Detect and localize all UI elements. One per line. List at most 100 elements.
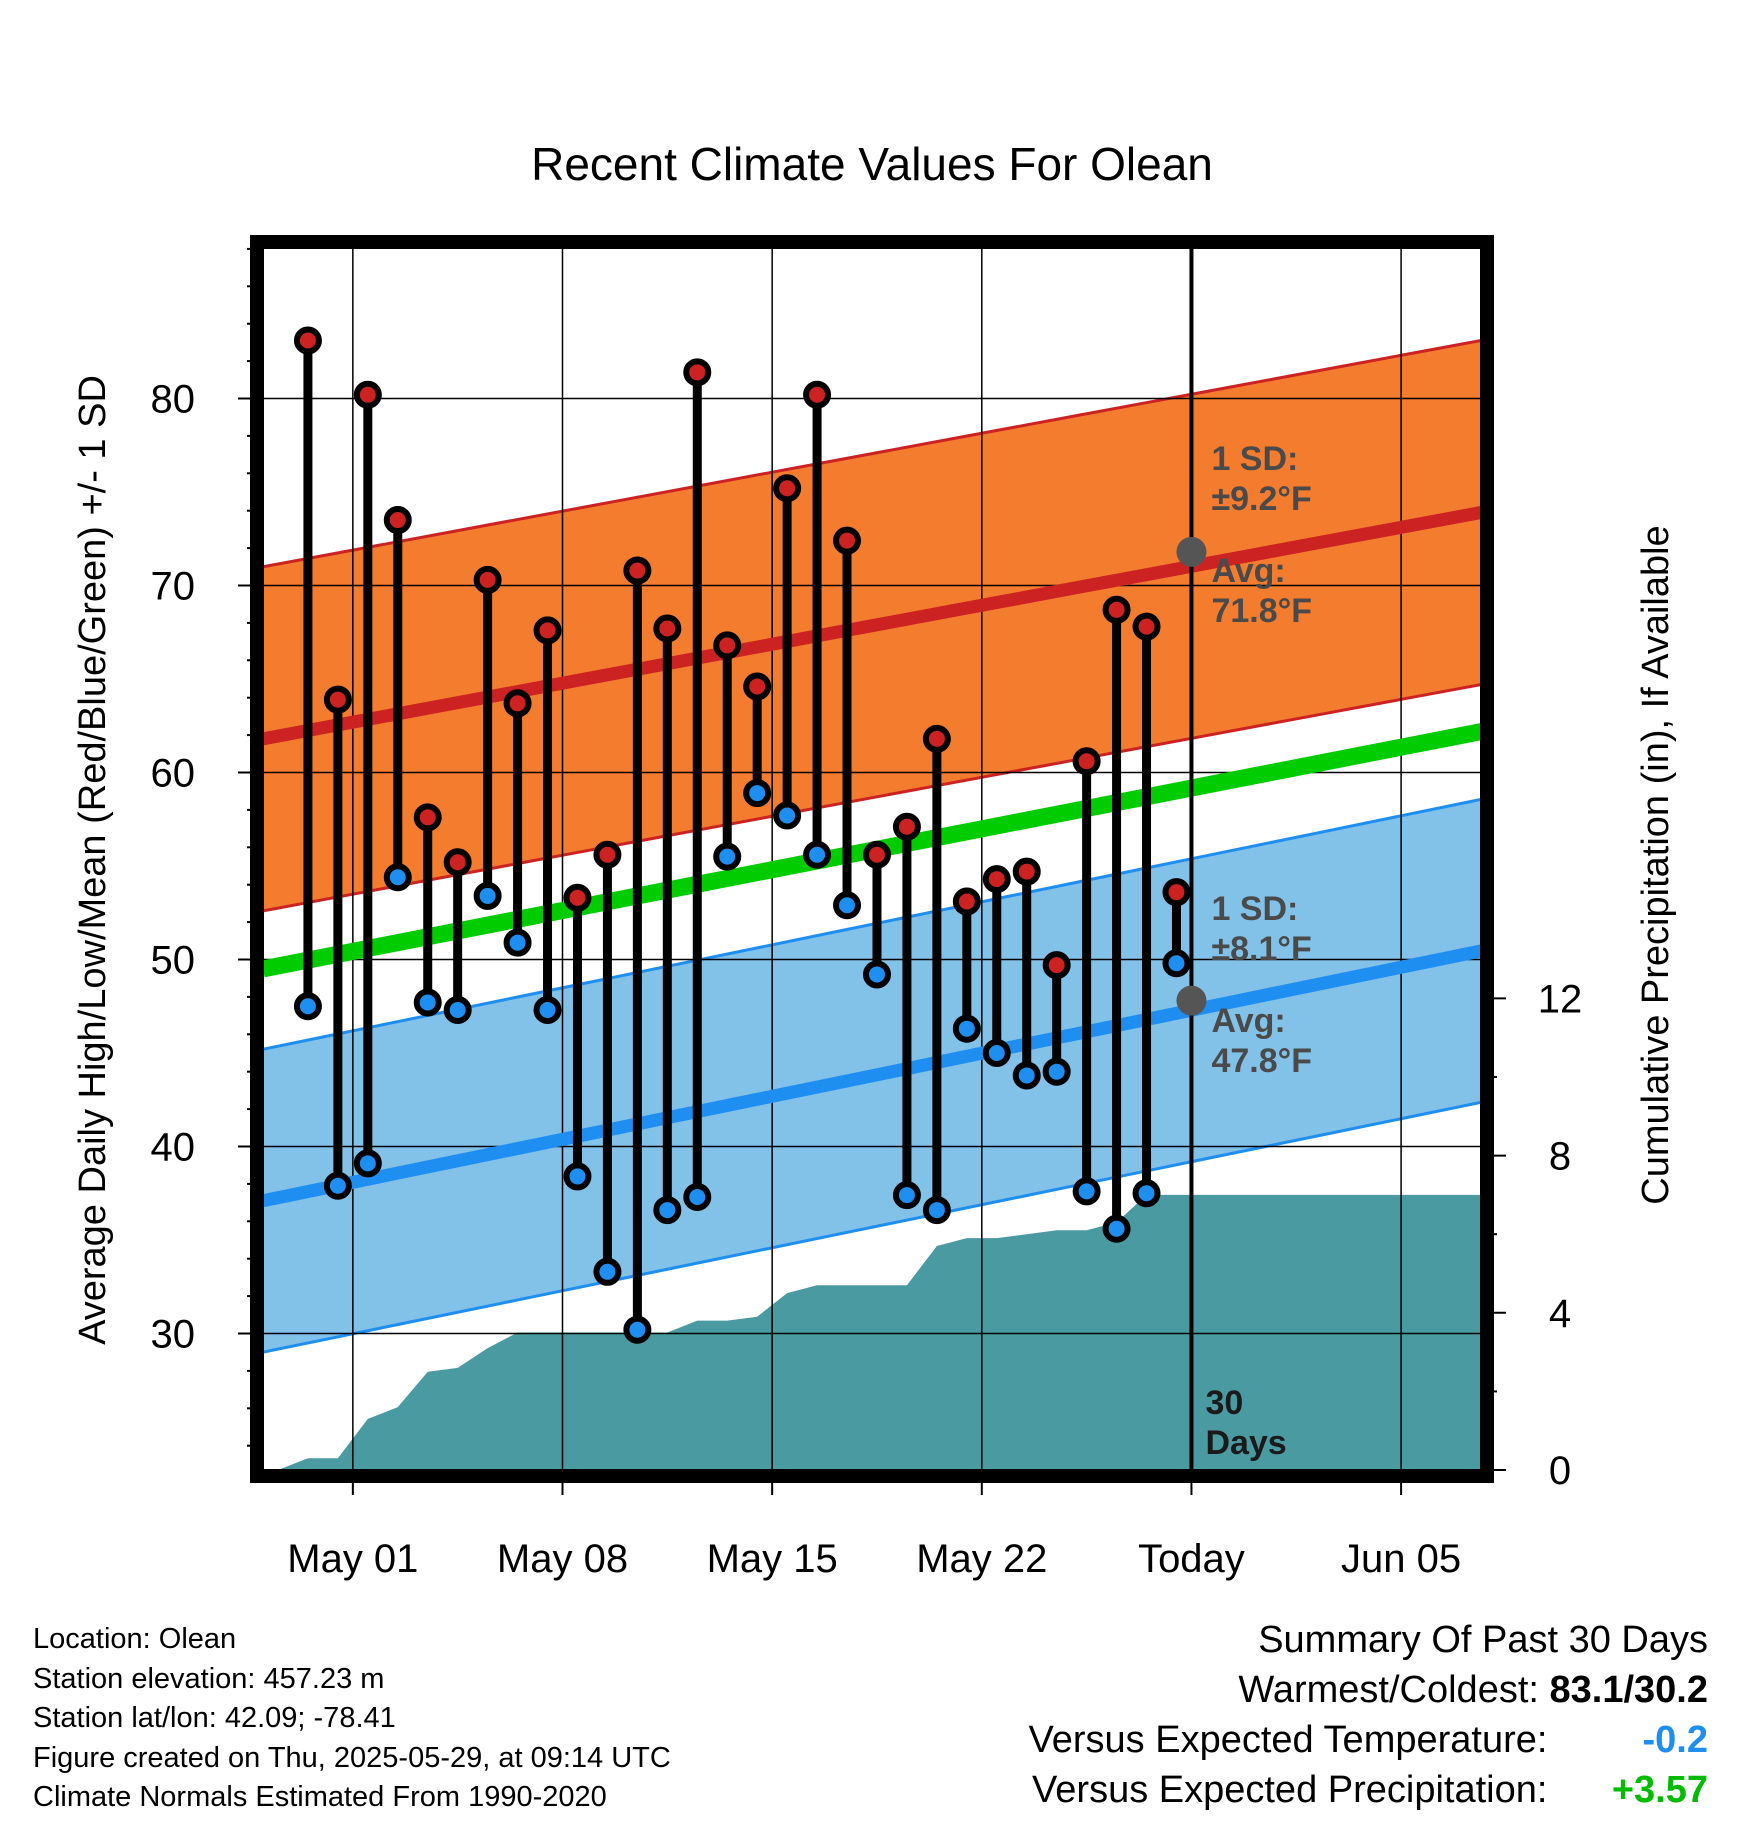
daily-high-point [803, 380, 832, 409]
daily-low-point [563, 1162, 592, 1191]
daily-low-point [713, 842, 742, 871]
daily-low-point [952, 1014, 981, 1043]
temp-row: Versus Expected Temperature: -0.2 [1029, 1715, 1708, 1765]
right-tick-label: 8 [1549, 1135, 1571, 1179]
daily-low-point [293, 992, 322, 1021]
x-tick-label: Jun 05 [1341, 1537, 1461, 1581]
right-tick-label: 0 [1549, 1449, 1571, 1493]
daily-high-point [413, 803, 442, 832]
high-avg-label-line: 71.8°F [1211, 592, 1312, 630]
normal-high-line [263, 505, 1481, 746]
precip-label: Versus Expected Precipitation: [1032, 1769, 1548, 1811]
daily-low-point [1072, 1177, 1101, 1206]
daily-high-point [1102, 595, 1131, 624]
daily-high-point [293, 326, 322, 355]
days-label-line: 30 [1205, 1384, 1243, 1422]
x-tick-label: May 15 [707, 1537, 838, 1581]
daily-high-point [713, 631, 742, 660]
summary-panel: Summary Of Past 30 Days Warmest/Coldest:… [1029, 1615, 1708, 1815]
chart-title: Recent Climate Values For Olean [531, 138, 1213, 190]
low-upper-sd-line [263, 797, 1481, 1051]
daily-high-point [593, 840, 622, 869]
daily-high-point [743, 672, 772, 701]
daily-low-point [443, 995, 472, 1024]
daily-high-point [563, 883, 592, 912]
left-tick-label: 30 [151, 1313, 196, 1357]
station-info: Location: Olean Station elevation: 457.2… [33, 1620, 671, 1818]
low-sd-label-line: ±8.1°F [1211, 930, 1311, 968]
daily-high-point [922, 724, 951, 753]
daily-high-point [533, 616, 562, 645]
daily-low-point [1102, 1214, 1131, 1243]
daily-high-point [1072, 747, 1101, 776]
daily-low-point [922, 1196, 951, 1225]
temp-value: -0.2 [1642, 1719, 1708, 1761]
low-sd-label: 1 SD: ±8.1°F [1211, 890, 1311, 968]
daily-high-point [503, 689, 532, 718]
x-tick-label: May 01 [287, 1537, 418, 1581]
precip-value: +3.57 [1611, 1769, 1708, 1811]
low-avg-label-line: Avg: [1211, 1002, 1285, 1040]
daily-low-point [683, 1182, 712, 1211]
daily-high-point [353, 380, 382, 409]
daily-low-point [323, 1171, 352, 1200]
plot-frame [250, 235, 1494, 1483]
left-tick-label: 70 [151, 565, 196, 609]
normal-low-line [263, 944, 1481, 1208]
warm-cold-value: 83.1/30.2 [1549, 1669, 1708, 1711]
left-tick-label: 50 [151, 939, 196, 983]
left-tick-label: 80 [151, 378, 196, 422]
low-avg-label-line: 47.8°F [1211, 1042, 1312, 1080]
left-axis-label: Average Daily High/Low/Mean (Red/Blue/Gr… [72, 375, 114, 1345]
daily-high-point [833, 526, 862, 555]
low-sd-label-line: 1 SD: [1211, 890, 1298, 928]
precip-area [263, 1194, 1481, 1470]
daily-low-point [533, 995, 562, 1024]
daily-high-point [323, 685, 352, 714]
daily-low-point [773, 801, 802, 830]
daily-high-point [1132, 612, 1161, 641]
daily-high-point [383, 506, 412, 535]
daily-high-point [1162, 878, 1191, 907]
daily-low-point [473, 881, 502, 910]
daily-low-point [803, 840, 832, 869]
temp-label: Versus Expected Temperature: [1028, 1719, 1548, 1761]
high-sd-label-line: ±9.2°F [1211, 480, 1311, 518]
right-tick-label: 12 [1538, 977, 1583, 1021]
daily-high-point [773, 474, 802, 503]
left-tick-label: 40 [151, 1126, 196, 1170]
daily-low-point [743, 779, 772, 808]
x-tick-label: Today [1138, 1537, 1245, 1581]
high-avg-label-line: Avg: [1211, 552, 1285, 590]
elevation-text: Station elevation: 457.23 m [33, 1662, 385, 1695]
daily-high-point [952, 887, 981, 916]
right-tick-label: 4 [1549, 1292, 1571, 1336]
daily-low-point [1042, 1057, 1071, 1086]
daily-high-point [982, 865, 1011, 894]
daily-low-point [862, 960, 891, 989]
daily-high-point [892, 812, 921, 841]
daily-low-point [383, 863, 412, 892]
daily-low-point [413, 988, 442, 1017]
daily-low-point [1162, 949, 1191, 978]
daily-high-point [683, 358, 712, 387]
daily-low-point [623, 1315, 652, 1344]
high-sd-label-line: 1 SD: [1211, 440, 1298, 478]
x-tick-label: May 08 [497, 1537, 628, 1581]
right-axis-label: Cumulative Precipitation (in), If Availa… [1635, 525, 1677, 1204]
warm-cold-row: Warmest/Coldest: 83.1/30.2 [1029, 1665, 1708, 1715]
daily-low-point [503, 928, 532, 957]
normal-mean-line [263, 722, 1481, 978]
latlon-text: Station lat/lon: 42.09; -78.41 [33, 1702, 396, 1734]
location-text: Location: Olean [33, 1623, 237, 1655]
normals-text: Climate Normals Estimated From 1990-2020 [33, 1781, 607, 1813]
daily-low-point [833, 891, 862, 920]
created-text: Figure created on Thu, 2025-05-29, at 09… [33, 1741, 671, 1774]
high-upper-sd-line [263, 338, 1481, 569]
daily-high-point [862, 840, 891, 869]
daily-high-point [473, 565, 502, 594]
high-sd-label: 1 SD: ±9.2°F [1211, 440, 1311, 518]
daily-high-point [623, 556, 652, 585]
